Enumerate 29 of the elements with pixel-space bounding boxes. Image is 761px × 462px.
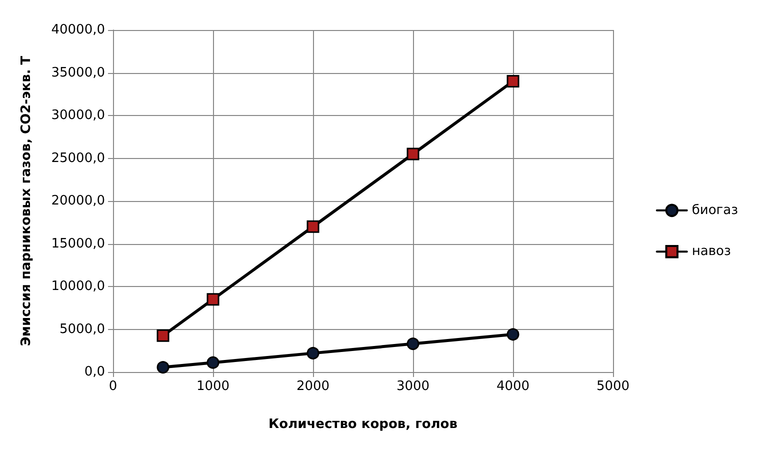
point xyxy=(406,338,420,350)
y-tick-label: 25000,0 xyxy=(51,150,105,166)
point xyxy=(156,361,170,374)
y-tick-label: 5000,0 xyxy=(60,322,105,337)
point xyxy=(156,329,170,342)
point xyxy=(306,346,320,360)
x-tick-label: 3000 xyxy=(396,379,430,394)
y-tick-label: 0,0 xyxy=(84,364,105,380)
y-tick-label: 10000,0 xyxy=(51,279,105,294)
point xyxy=(206,293,220,306)
y-tick-label: 15000,0 xyxy=(51,236,105,252)
y-axis-title: Эмиссия парниковых газов, СО2-экв. Т xyxy=(19,56,34,346)
y-tick-label: 30000,0 xyxy=(51,108,105,123)
legend-label: биогаз xyxy=(692,202,738,218)
y-tick-label: 35000,0 xyxy=(51,65,105,80)
point xyxy=(406,148,420,160)
point xyxy=(206,356,220,369)
legend-label: навоз xyxy=(692,244,731,260)
x-tick-label: 5000 xyxy=(596,379,630,394)
x-tick-label: 1000 xyxy=(196,379,230,394)
point xyxy=(306,220,320,233)
x-tick-label: 2000 xyxy=(296,379,330,394)
y-tick-label: 40000,0 xyxy=(51,22,105,38)
x-axis-title: Количество коров, голов xyxy=(268,417,458,432)
x-tick-label: 4000 xyxy=(496,379,530,394)
point xyxy=(506,328,520,341)
x-tick-label: 0 xyxy=(108,379,118,394)
y-tick-label: 20000,0 xyxy=(51,194,105,208)
point xyxy=(506,75,520,88)
